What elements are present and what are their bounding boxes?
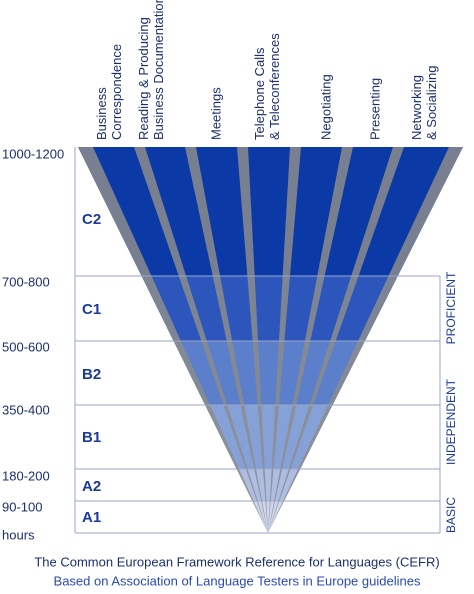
column-label: Business Documentation — [151, 0, 166, 140]
band-c1 — [78, 276, 463, 341]
level-label: C1 — [82, 301, 101, 318]
band-label: PROFICIENT — [444, 271, 458, 344]
hours-label: 350-400 — [2, 402, 50, 417]
hours-label: 1000-1200 — [2, 146, 64, 161]
hours-label: 90-100 — [2, 499, 42, 514]
caption-subtitle: Based on Association of Language Testers… — [54, 573, 421, 588]
band-b2 — [78, 341, 463, 405]
caption-title: The Common European Framework Reference … — [34, 554, 439, 569]
hours-label: 180-200 — [2, 468, 50, 483]
band-a2 — [78, 469, 463, 501]
column-label: Presenting — [367, 78, 382, 140]
level-label: A2 — [82, 478, 101, 495]
hours-label: 700-800 — [2, 274, 50, 289]
stripes — [78, 147, 463, 533]
column-label: Negotiating — [318, 74, 333, 140]
column-label: Business — [94, 87, 109, 140]
band-b1 — [78, 405, 463, 469]
level-label: B2 — [82, 366, 101, 383]
column-label: Meetings — [208, 87, 223, 140]
column-label: & Socializing — [424, 66, 439, 140]
level-label: B1 — [82, 429, 101, 446]
rules — [74, 147, 441, 534]
column-label: Correspondence — [109, 44, 124, 140]
column-label: Reading & Producing — [136, 17, 151, 140]
band-label: INDEPENDENT — [444, 378, 458, 465]
level-label: A1 — [82, 509, 101, 526]
column-label: & Teleconferences — [267, 33, 282, 140]
band-a1 — [78, 501, 463, 533]
hours-label: 500-600 — [2, 339, 50, 354]
hours-unit: hours — [2, 527, 35, 542]
level-label: C2 — [82, 211, 101, 228]
column-label: Networking — [409, 75, 424, 140]
column-label: Telephone Calls — [252, 47, 267, 140]
band-label: BASIC — [444, 497, 458, 533]
pyramid — [78, 147, 463, 533]
